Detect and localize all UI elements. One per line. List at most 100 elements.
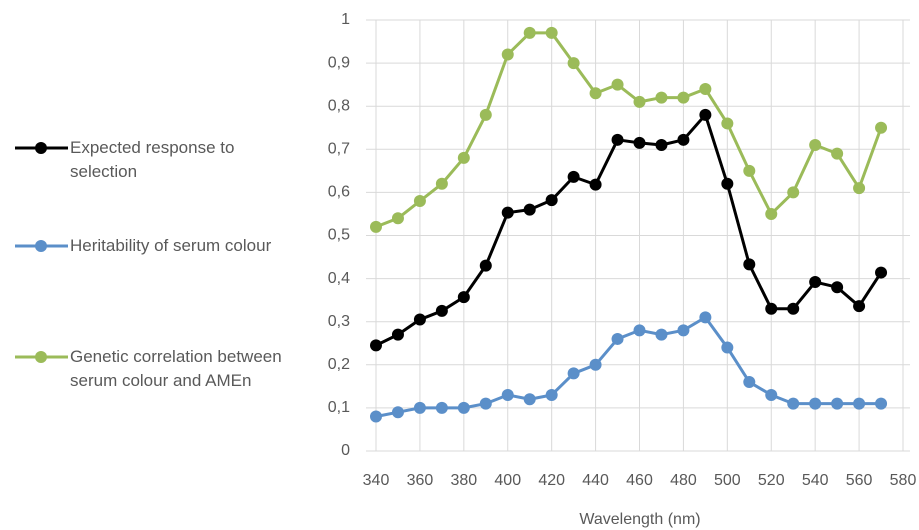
x-tick-label: 460	[626, 472, 653, 489]
point	[699, 82, 712, 95]
point	[853, 182, 866, 195]
point	[523, 393, 536, 406]
point	[633, 324, 646, 337]
point	[787, 397, 800, 410]
x-tick-label: 420	[538, 472, 565, 489]
point	[413, 313, 426, 326]
legend-label: Expected response to selection	[70, 138, 235, 181]
x-tick-label: 360	[407, 472, 434, 489]
point	[523, 26, 536, 39]
x-tick-label: 520	[758, 472, 785, 489]
point	[611, 332, 624, 345]
x-tick-label: 480	[670, 472, 697, 489]
point	[743, 376, 756, 389]
point	[765, 388, 778, 401]
point	[501, 388, 514, 401]
point	[523, 203, 536, 216]
point	[391, 406, 404, 419]
point	[370, 410, 382, 423]
x-tick-label: 580	[890, 472, 917, 489]
point	[567, 170, 580, 183]
point	[765, 207, 778, 220]
point	[875, 121, 888, 134]
legend-marker	[35, 240, 47, 252]
x-axis-title: Wavelength (nm)	[579, 511, 700, 528]
point	[413, 195, 426, 208]
point	[655, 138, 668, 151]
y-tick-label: 0,2	[328, 356, 350, 373]
legend-marker	[35, 351, 47, 363]
point	[831, 147, 844, 160]
point	[457, 401, 470, 414]
y-tick-label: 1	[341, 11, 350, 28]
point	[370, 220, 382, 233]
point	[787, 186, 800, 199]
point	[875, 397, 888, 410]
y-tick-label: 0,1	[328, 399, 350, 416]
point	[655, 91, 668, 104]
point	[831, 281, 844, 294]
point	[809, 276, 822, 289]
point	[435, 177, 448, 190]
point	[655, 328, 668, 341]
point	[391, 212, 404, 225]
point	[831, 397, 844, 410]
point	[765, 302, 778, 315]
x-tick-label: 440	[582, 472, 609, 489]
point	[589, 87, 602, 100]
legend-label: Heritability of serum colour	[70, 236, 272, 255]
point	[545, 388, 558, 401]
y-tick-label: 0	[341, 442, 350, 459]
y-tick-label: 0,9	[328, 54, 350, 71]
point	[589, 178, 602, 191]
point	[435, 401, 448, 414]
y-tick-label: 0,3	[328, 313, 350, 330]
legend-marker	[35, 142, 47, 154]
point	[501, 206, 514, 219]
y-tick-label: 0,5	[328, 227, 350, 244]
point	[413, 401, 426, 414]
x-tick-label: 500	[714, 472, 741, 489]
point	[479, 259, 492, 272]
series-line	[375, 31, 883, 229]
point	[611, 133, 624, 146]
x-tick-label: 340	[363, 472, 390, 489]
legend-label: Genetic correlation between serum colour…	[70, 347, 282, 390]
point	[633, 136, 646, 149]
point	[479, 397, 492, 410]
point	[677, 133, 690, 146]
point	[589, 358, 602, 371]
point	[677, 324, 690, 337]
x-tick-label: 540	[802, 472, 829, 489]
point	[853, 300, 866, 313]
point	[699, 108, 712, 121]
point	[567, 57, 580, 70]
x-tick-label: 380	[450, 472, 477, 489]
point	[721, 341, 734, 354]
point	[567, 367, 580, 380]
point	[699, 311, 712, 324]
point	[677, 91, 690, 104]
point	[370, 339, 382, 352]
point	[457, 151, 470, 164]
point	[545, 26, 558, 39]
point	[721, 117, 734, 130]
point	[875, 266, 888, 279]
point	[545, 194, 558, 207]
point	[787, 302, 800, 315]
point	[633, 95, 646, 108]
y-tick-label: 0,4	[328, 270, 350, 287]
x-tick-label: 400	[494, 472, 521, 489]
y-tick-label: 0,6	[328, 184, 350, 201]
point	[809, 138, 822, 151]
point	[611, 78, 624, 91]
x-tick-label: 560	[846, 472, 873, 489]
point	[809, 397, 822, 410]
point	[743, 258, 756, 271]
point	[721, 177, 734, 190]
series-line	[375, 315, 882, 418]
y-tick-label: 0,8	[328, 97, 350, 114]
point	[391, 328, 404, 341]
